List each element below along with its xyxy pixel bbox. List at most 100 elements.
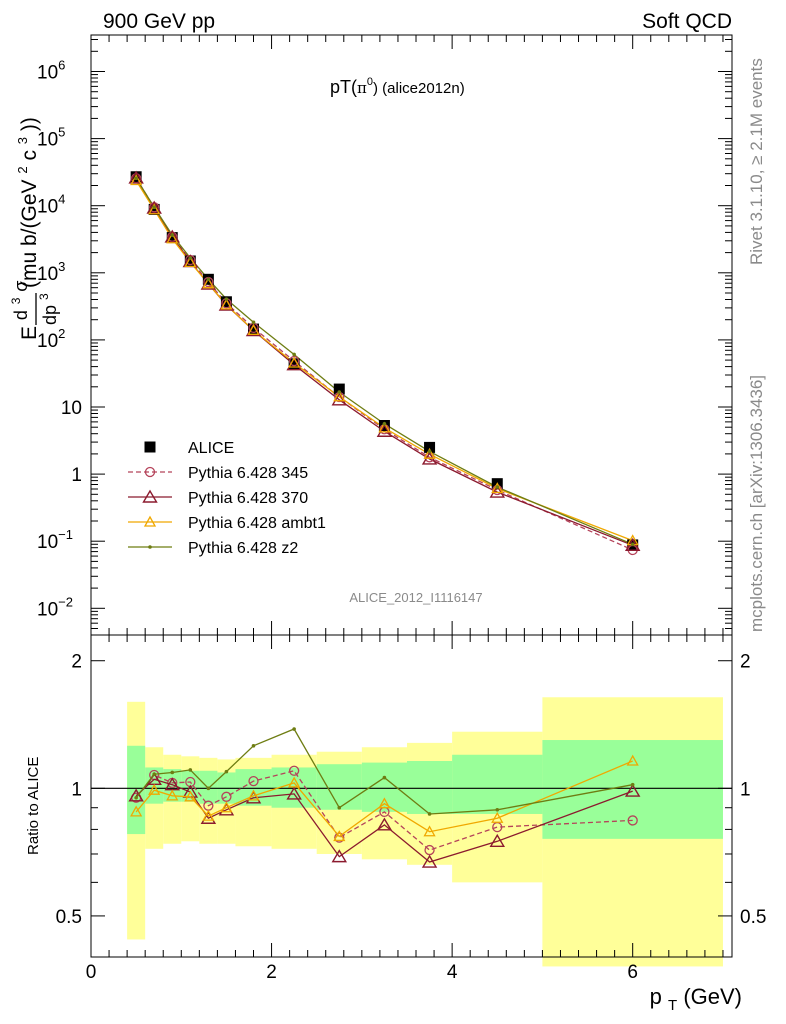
data-point bbox=[148, 203, 160, 215]
main-y-tick-base: 10 bbox=[37, 197, 58, 218]
data-point bbox=[220, 296, 232, 308]
ratio-series-point-0 bbox=[288, 765, 300, 776]
ratio-y-tick-label-left: 0.5 bbox=[56, 907, 82, 928]
ratio-y-tick-label-left: 2 bbox=[71, 652, 82, 673]
main-y-tick-exp: 4 bbox=[58, 192, 65, 207]
main-series-point-2 bbox=[423, 447, 436, 459]
main-series-point-3 bbox=[224, 297, 229, 301]
ratio-series-point-1 bbox=[624, 783, 641, 797]
ylabel-dp3: 3 bbox=[37, 293, 51, 300]
main-series-point-2 bbox=[220, 298, 233, 310]
main-y-tick-base: 10 bbox=[37, 130, 58, 151]
main-y-tick-exp: −1 bbox=[58, 527, 73, 542]
ratio-series-point-3 bbox=[206, 786, 211, 791]
x-axis-label: p T (GeV) bbox=[650, 984, 742, 1015]
main-y-tick-exp: 5 bbox=[58, 125, 65, 140]
main-series-point-3 bbox=[292, 352, 296, 357]
ratio-series-point-0 bbox=[248, 775, 259, 787]
main-series-point-3 bbox=[152, 205, 156, 209]
main-series-point-1 bbox=[128, 170, 144, 184]
ratio-series-point-2 bbox=[166, 789, 179, 801]
ratio-series-point-3 bbox=[224, 769, 229, 774]
ratio-frame bbox=[90, 634, 733, 958]
ratio-series-point-3 bbox=[630, 782, 635, 787]
ratio-series-point-1 bbox=[331, 849, 348, 863]
main-y-tick-base: 10 bbox=[37, 264, 58, 285]
main-y-tick-label: 102 bbox=[37, 326, 65, 352]
main-y-tick-label: 103 bbox=[37, 259, 65, 285]
main-series-point-1 bbox=[376, 423, 393, 437]
main-plot-content bbox=[128, 170, 641, 556]
title-pi: π bbox=[357, 79, 367, 97]
data-point bbox=[288, 358, 300, 370]
main-series-point-2 bbox=[378, 421, 391, 433]
main-series-point-0 bbox=[288, 355, 300, 367]
main-series-point-2 bbox=[288, 356, 301, 368]
watermark: ALICE_2012_I1116147 bbox=[349, 590, 482, 605]
main-y-tick-label: 106 bbox=[37, 58, 65, 84]
main-y-tick-label: 105 bbox=[37, 125, 65, 151]
ratio-series-point-3 bbox=[251, 743, 256, 748]
main-series-line-2 bbox=[135, 180, 633, 542]
ratio-series-line-1 bbox=[135, 778, 633, 863]
ratio-series-point-3 bbox=[292, 727, 296, 731]
ratio-series-point-0 bbox=[334, 832, 345, 843]
ylabel-units: (mu b/(GeV bbox=[18, 179, 41, 288]
svg-text:dp 3: dp 3 bbox=[37, 293, 60, 325]
ratio-series-point-2 bbox=[130, 805, 143, 817]
legend-label-0: Pythia 6.428 345 bbox=[188, 465, 308, 482]
main-y-tick-label: 10 bbox=[61, 398, 82, 419]
ratio-series-point-1 bbox=[489, 833, 505, 847]
main-series-point-1 bbox=[146, 200, 162, 214]
ratio-series-line-2 bbox=[135, 760, 633, 838]
legend-marker-0 bbox=[144, 466, 156, 478]
ylabel-e: E bbox=[18, 326, 41, 340]
main-series-point-3 bbox=[206, 277, 211, 282]
ratio-series-point-3 bbox=[188, 768, 193, 772]
ratio-series-line-0 bbox=[135, 770, 633, 851]
main-y-tick-exp: 2 bbox=[58, 326, 65, 341]
main-series-point-2 bbox=[333, 390, 346, 402]
ratio-plot-content bbox=[91, 697, 732, 967]
svg-text:(mu b/(GeV 2 c: (mu b/(GeV 2 c 3 )) bbox=[9, 117, 41, 288]
ratio-series-point-2 bbox=[491, 811, 504, 823]
xlabel-unit: (GeV) bbox=[683, 984, 742, 1009]
main-series-point-3 bbox=[134, 176, 138, 181]
header-right: Soft QCD bbox=[642, 10, 732, 33]
ratio-series-point-3 bbox=[495, 807, 500, 812]
xlabel-p: p bbox=[650, 984, 662, 1009]
ratio-series-point-3 bbox=[382, 775, 387, 780]
header-left: 900 GeV pp bbox=[103, 10, 215, 33]
ratio-ticks bbox=[90, 635, 732, 958]
x-tick-label: 0 bbox=[86, 962, 97, 983]
ratio-series-point-2 bbox=[378, 797, 391, 809]
ratio-band-inner bbox=[316, 764, 362, 810]
ratio-series-point-2 bbox=[626, 754, 639, 766]
ylabel-units-c: c bbox=[18, 150, 41, 161]
main-series-point-2 bbox=[247, 323, 260, 335]
title-sub: (alice2012n) bbox=[378, 80, 465, 97]
title-zero: 0 bbox=[367, 76, 373, 88]
main-series-point-3 bbox=[427, 449, 432, 454]
main-y-tick-label: 1 bbox=[71, 465, 82, 486]
main-series-point-3 bbox=[630, 542, 635, 547]
ratio-series-point-2 bbox=[333, 830, 346, 842]
ratio-y-axis-label: Ratio to ALICE bbox=[25, 757, 42, 855]
data-point bbox=[333, 383, 345, 395]
legend-marker-1 bbox=[142, 489, 158, 503]
main-series-point-1 bbox=[164, 229, 180, 243]
chart-title: pT(π0) (alice2012n) bbox=[330, 76, 465, 97]
main-series-point-3 bbox=[188, 256, 193, 260]
ratio-band-inner bbox=[163, 769, 182, 802]
ratio-series-point-0 bbox=[627, 815, 638, 826]
svg-text:E d 3 σ: E d 3 σ bbox=[2, 281, 41, 340]
data-point bbox=[166, 232, 178, 244]
main-series-point-2 bbox=[166, 232, 179, 244]
ylabel-units-sup2: 2 bbox=[15, 166, 30, 173]
ratio-series-point-1 bbox=[376, 817, 393, 831]
ratio-series-point-0 bbox=[221, 791, 232, 802]
legend-label-2: Pythia 6.428 ambt1 bbox=[188, 515, 326, 532]
legend-marker-3 bbox=[148, 545, 152, 549]
